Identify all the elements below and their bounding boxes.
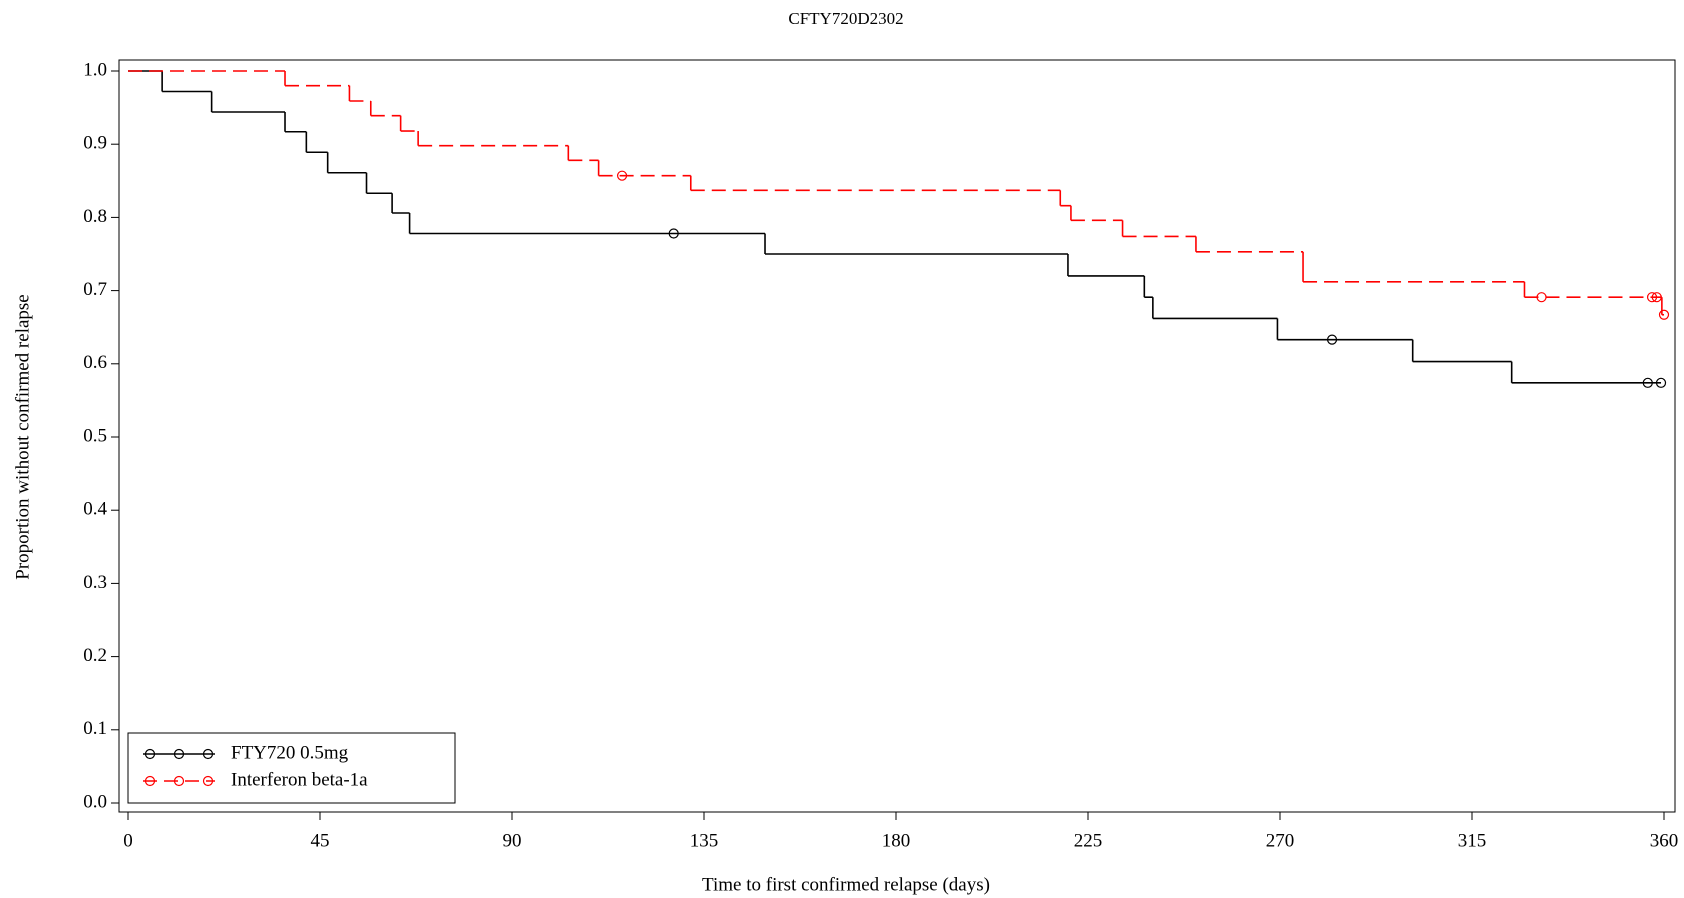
y-tick-label: 1.0 (83, 59, 107, 80)
legend-marker (144, 775, 156, 787)
censor-mark (1655, 377, 1667, 388)
x-tick-label: 45 (311, 830, 330, 851)
legend-label: FTY720 0.5mg (231, 742, 349, 763)
censor-mark (1536, 292, 1547, 303)
x-axis-label: Time to first confirmed relapse (days) (702, 874, 990, 895)
y-tick-label: 0.9 (83, 133, 107, 154)
x-tick-label: 90 (503, 830, 522, 851)
x-tick-label: 360 (1650, 830, 1679, 851)
legend-marker (144, 748, 156, 760)
y-tick-label: 0.5 (83, 425, 107, 446)
legend-marker (202, 775, 214, 787)
censor-mark (616, 170, 628, 181)
x-tick-label: 180 (882, 830, 911, 851)
plot-frame (118, 59, 1676, 813)
legend-marker (173, 748, 185, 760)
x-tick-label: 135 (690, 830, 719, 851)
censor-mark (1651, 292, 1662, 303)
y-tick-label: 0.4 (83, 499, 107, 520)
y-tick-label: 0.1 (83, 718, 107, 739)
chart-title: CFTY720D2302 (788, 9, 903, 28)
y-tick-label: 0.8 (83, 206, 107, 227)
y-tick-label: 0.6 (83, 352, 107, 373)
y-tick-label: 0.2 (83, 645, 107, 666)
legend-marker (202, 748, 214, 760)
censor-mark (1646, 292, 1658, 303)
legend-marker (173, 775, 185, 787)
censor-mark (1642, 377, 1653, 388)
censor-mark (668, 228, 679, 239)
censor-mark (1658, 309, 1670, 320)
censor-mark (1326, 334, 1338, 345)
y-tick-label: 0.3 (83, 572, 107, 593)
y-tick-label: 0.0 (83, 791, 107, 812)
legend-label: Interferon beta-1a (231, 769, 368, 790)
x-tick-label: 315 (1458, 830, 1487, 851)
x-tick-label: 0 (123, 830, 133, 851)
x-tick-label: 225 (1074, 830, 1103, 851)
y-axis-label: Proportion without confirmed relapse (12, 294, 33, 579)
y-tick-label: 0.7 (83, 279, 107, 300)
x-tick-label: 270 (1266, 830, 1295, 851)
legend-box (127, 732, 456, 804)
